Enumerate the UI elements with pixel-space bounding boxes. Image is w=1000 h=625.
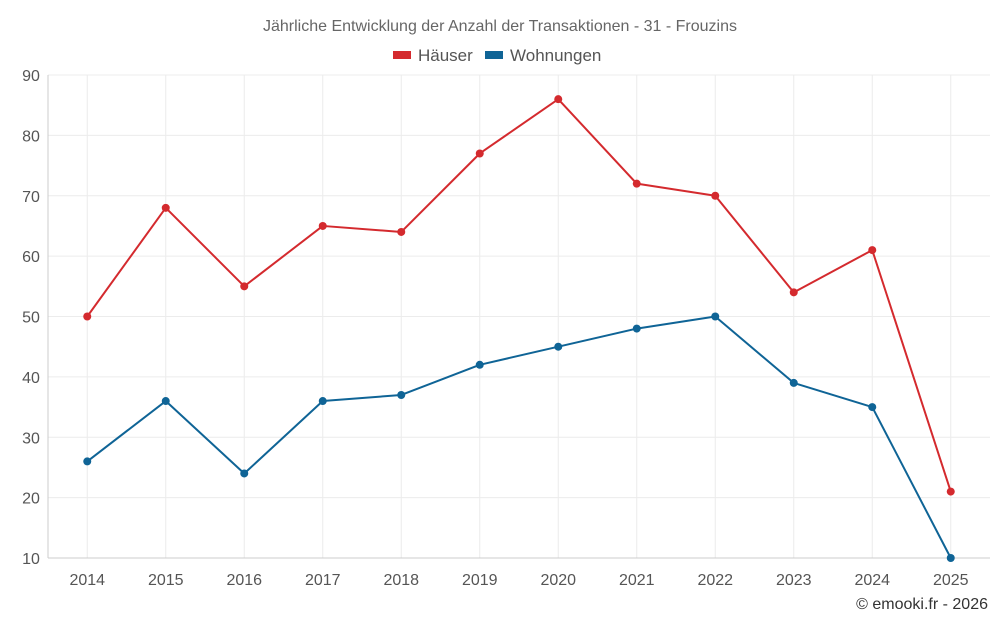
data-point[interactable] (632, 179, 641, 188)
y-tick-label: 70 (22, 189, 40, 206)
x-tick-label: 2020 (540, 572, 576, 589)
legend-label-hauser[interactable]: Häuser (418, 46, 473, 65)
data-point[interactable] (397, 227, 406, 236)
y-tick-label: 90 (22, 68, 40, 85)
data-point[interactable] (161, 397, 170, 406)
data-point[interactable] (397, 390, 406, 399)
data-point[interactable] (240, 469, 249, 478)
x-tick-label: 2022 (697, 572, 733, 589)
data-point[interactable] (475, 360, 484, 369)
y-tick-label: 60 (22, 249, 40, 266)
legend-swatch-wohnungen (485, 51, 503, 59)
data-point[interactable] (789, 288, 798, 297)
data-point[interactable] (318, 221, 327, 230)
data-point[interactable] (789, 378, 798, 387)
data-point[interactable] (318, 397, 327, 406)
y-tick-label: 30 (22, 430, 40, 447)
x-tick-label: 2016 (226, 572, 262, 589)
data-point[interactable] (711, 312, 720, 321)
x-axis-ticks: 2014 2015 2016 2017 2018 2019 2020 2021 2022 2023… (69, 572, 968, 589)
y-tick-label: 50 (22, 310, 40, 327)
legend-label-wohnungen[interactable]: Wohnungen (510, 46, 601, 65)
x-tick-label: 2019 (462, 572, 498, 589)
data-point[interactable] (946, 554, 955, 562)
x-tick-label: 2017 (305, 572, 341, 589)
x-tick-label: 2021 (619, 572, 655, 589)
data-point[interactable] (83, 312, 92, 321)
series-1 (83, 312, 955, 562)
chart-title: Jährliche Entwicklung der Anzahl der Tra… (263, 18, 737, 35)
legend-swatch-hauser (393, 51, 411, 59)
credit-text: © emooki.fr - 2026 (856, 596, 988, 613)
data-point[interactable] (868, 403, 877, 412)
data-point[interactable] (868, 246, 877, 255)
y-axis-ticks: 10 20 30 40 50 60 70 80 90 (22, 68, 40, 568)
y-tick-label: 20 (22, 491, 40, 508)
y-tick-label: 10 (22, 551, 40, 568)
data-point[interactable] (554, 95, 563, 104)
x-tick-label: 2025 (933, 572, 969, 589)
data-point[interactable] (161, 203, 170, 212)
data-point[interactable] (83, 457, 92, 466)
data-point[interactable] (632, 324, 641, 333)
data-point[interactable] (475, 149, 484, 158)
x-tick-label: 2014 (69, 572, 105, 589)
data-point[interactable] (711, 191, 720, 200)
series-group (83, 95, 955, 562)
data-point[interactable] (554, 342, 563, 351)
grid (47, 74, 990, 559)
y-tick-label: 80 (22, 128, 40, 145)
series-line-0 (86, 98, 952, 492)
y-tick-label: 40 (22, 370, 40, 387)
x-tick-label: 2023 (776, 572, 812, 589)
x-tick-label: 2015 (148, 572, 184, 589)
legend[interactable]: Häuser Wohnungen (393, 46, 601, 65)
series-line-1 (86, 315, 952, 559)
data-point[interactable] (240, 282, 249, 291)
x-tick-label: 2024 (854, 572, 890, 589)
data-point[interactable] (946, 487, 955, 496)
series-0 (83, 95, 955, 496)
x-tick-label: 2018 (383, 572, 419, 589)
